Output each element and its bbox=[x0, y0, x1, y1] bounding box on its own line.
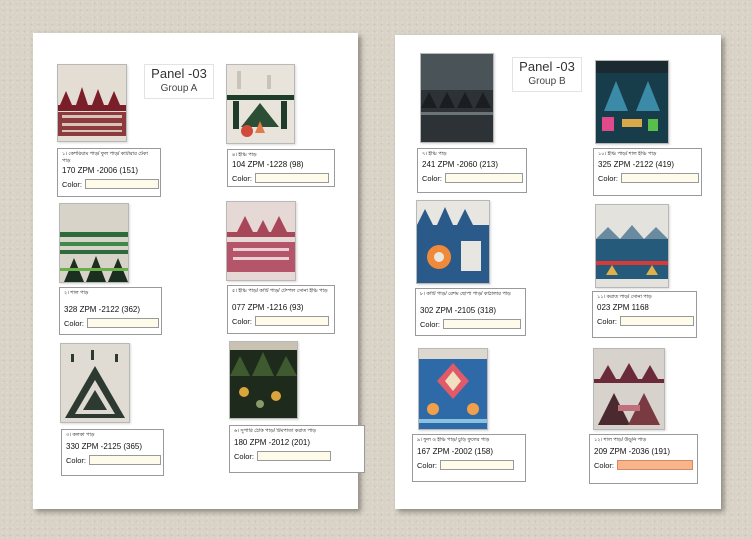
design-name: ৪। ইঞ্চি পাড় bbox=[232, 152, 257, 158]
design-code: 170 ZPM -2006 (151) bbox=[62, 166, 139, 175]
color-row: Color: bbox=[232, 316, 330, 326]
color-label: Color: bbox=[422, 173, 443, 183]
design-name: ৬। সুপারি ঠেকি পাড়/ টিমপাতা করাত পাড় bbox=[234, 428, 316, 434]
color-input[interactable] bbox=[621, 173, 700, 183]
color-label: Color: bbox=[232, 316, 253, 326]
design-name: ৭। ইঞ্চি পাড় bbox=[422, 151, 447, 157]
design-code: 104 ZPM -1228 (98) bbox=[232, 160, 304, 169]
color-input[interactable] bbox=[617, 460, 694, 470]
fabric-swatch-image bbox=[418, 348, 488, 430]
fabric-swatch-image bbox=[595, 60, 669, 144]
swatch-info-card: ৬। সুপারি ঠেকি পাড়/ টিমপাতা করাত পাড় 1… bbox=[229, 425, 365, 473]
design-name: ৯। ফুল ও ইঞ্চি পাড়/ চুড়ি ফুলের পাড় bbox=[417, 437, 490, 443]
color-input[interactable] bbox=[445, 173, 524, 183]
swatch-info-card: ১০। ইঞ্চি পাড়/ শাল ইঞ্চি পাড় 325 ZPM -… bbox=[593, 148, 702, 196]
fabric-swatch-image bbox=[60, 343, 130, 423]
color-row: Color: bbox=[417, 460, 521, 470]
color-label: Color: bbox=[64, 318, 85, 328]
fabric-swatch-image bbox=[595, 204, 669, 288]
color-input[interactable] bbox=[255, 173, 330, 183]
color-row: Color: bbox=[234, 451, 360, 461]
color-row: Color: bbox=[420, 319, 522, 329]
design-code: 241 ZPM -2060 (213) bbox=[422, 160, 499, 169]
design-code: 302 ZPM -2105 (318) bbox=[420, 306, 497, 315]
panel-title-box: Panel -03 Group A bbox=[144, 64, 214, 99]
design-name: ৮। কাটি পাড়/ রেশম ছোপা পাড়/ কাঠালার পা… bbox=[420, 291, 511, 297]
color-label: Color: bbox=[417, 460, 438, 470]
color-row: Color: bbox=[598, 173, 700, 183]
design-name: ১০। ইঞ্চি পাড়/ শাল ইঞ্চি পাড় bbox=[598, 151, 657, 157]
design-name: ১২। শাল পাড়/ উড়ুনি পাড় bbox=[594, 437, 647, 443]
swatch-info-card: ৩। কলকা পাড় 330 ZPM -2125 (365) Color: bbox=[61, 429, 164, 476]
color-input[interactable] bbox=[89, 455, 162, 465]
design-name: ৫। ইঞ্চি পাড়/ কাটি পাড়/ টেম্পল সোনা ইঞ… bbox=[232, 288, 328, 294]
design-name: ২। শাল পাড় bbox=[64, 290, 89, 296]
fabric-swatch-image bbox=[593, 348, 665, 430]
color-input[interactable] bbox=[620, 316, 695, 326]
swatch-info-card: ৪। ইঞ্চি পাড় 104 ZPM -1228 (98) Color: bbox=[227, 149, 335, 187]
swatch-info-card: ১। কেশরিয়াম পাড়/ ফুল পাড়/ কাটারার টেক… bbox=[57, 148, 161, 197]
swatch-info-card: ৮। কাটি পাড়/ রেশম ছোপা পাড়/ কাঠালার পা… bbox=[415, 288, 526, 336]
fabric-swatch-image bbox=[226, 201, 296, 281]
color-label: Color: bbox=[594, 460, 615, 470]
panel-title-box: Panel -03 Group B bbox=[512, 57, 582, 92]
page-group-b: Panel -03 Group B ৭। ইঞ্চি পাড় 241 ZPM … bbox=[395, 35, 721, 509]
fabric-swatch-image bbox=[57, 64, 127, 142]
panel-group: Group B bbox=[528, 76, 566, 87]
color-row: Color: bbox=[62, 179, 160, 189]
fabric-swatch-image bbox=[226, 64, 295, 144]
color-label: Color: bbox=[598, 173, 619, 183]
color-row: Color: bbox=[422, 173, 524, 183]
fabric-swatch-image bbox=[59, 203, 129, 283]
design-code: 328 ZPM -2122 (362) bbox=[64, 305, 141, 314]
swatch-info-card: ১১। করাত পাড়/ সোনা পাড় 023 ZPM 1168 Co… bbox=[592, 291, 697, 338]
swatch-info-card: ৯। ফুল ও ইঞ্চি পাড়/ চুড়ি ফুলের পাড় 16… bbox=[412, 434, 526, 482]
color-row: Color: bbox=[64, 318, 160, 328]
swatch-info-card: ৫। ইঞ্চি পাড়/ কাটি পাড়/ টেম্পল সোনা ইঞ… bbox=[227, 285, 335, 334]
fabric-swatch-image bbox=[229, 341, 298, 419]
design-name: ১১। করাত পাড়/ সোনা পাড় bbox=[597, 294, 652, 300]
color-label: Color: bbox=[420, 319, 441, 329]
design-code: 330 ZPM -2125 (365) bbox=[66, 442, 143, 451]
color-row: Color: bbox=[66, 455, 162, 465]
design-name: ৩। কলকা পাড় bbox=[66, 432, 95, 438]
color-row: Color: bbox=[594, 460, 694, 470]
page-group-a: Panel -03 Group A ১। কেশরিয়াম পাড়/ ফুল… bbox=[33, 33, 365, 509]
panel-title: Panel -03 bbox=[519, 59, 575, 74]
color-input[interactable] bbox=[257, 451, 332, 461]
fabric-swatch-image bbox=[416, 200, 490, 284]
color-label: Color: bbox=[66, 455, 87, 465]
panel-title: Panel -03 bbox=[151, 66, 207, 81]
swatch-info-card: ১২। শাল পাড়/ উড়ুনি পাড় 209 ZPM -2036 … bbox=[589, 434, 698, 484]
design-code: 209 ZPM -2036 (191) bbox=[594, 447, 671, 456]
color-row: Color: bbox=[597, 316, 695, 326]
color-input[interactable] bbox=[443, 319, 522, 329]
color-label: Color: bbox=[597, 316, 618, 326]
panel-group: Group A bbox=[160, 83, 198, 94]
design-code: 325 ZPM -2122 (419) bbox=[598, 160, 675, 169]
design-name: ১। কেশরিয়াম পাড়/ ফুল পাড়/ কাটারার টেক… bbox=[62, 151, 148, 164]
color-row: Color: bbox=[232, 173, 330, 183]
color-input[interactable] bbox=[440, 460, 515, 470]
swatch-info-card: ৭। ইঞ্চি পাড় 241 ZPM -2060 (213) Color: bbox=[417, 148, 527, 193]
design-code: 180 ZPM -2012 (201) bbox=[234, 438, 311, 447]
fabric-swatch-image bbox=[420, 53, 494, 143]
color-label: Color: bbox=[232, 173, 253, 183]
color-input[interactable] bbox=[87, 318, 160, 328]
swatch-info-card: ২। শাল পাড় 328 ZPM -2122 (362) Color: bbox=[59, 287, 162, 335]
design-code: 167 ZPM -2002 (158) bbox=[417, 447, 494, 456]
color-input[interactable] bbox=[85, 179, 160, 189]
design-code: 077 ZPM -1216 (93) bbox=[232, 303, 304, 312]
color-label: Color: bbox=[234, 451, 255, 461]
color-input[interactable] bbox=[255, 316, 330, 326]
design-code: 023 ZPM 1168 bbox=[597, 303, 649, 312]
color-label: Color: bbox=[62, 179, 83, 189]
